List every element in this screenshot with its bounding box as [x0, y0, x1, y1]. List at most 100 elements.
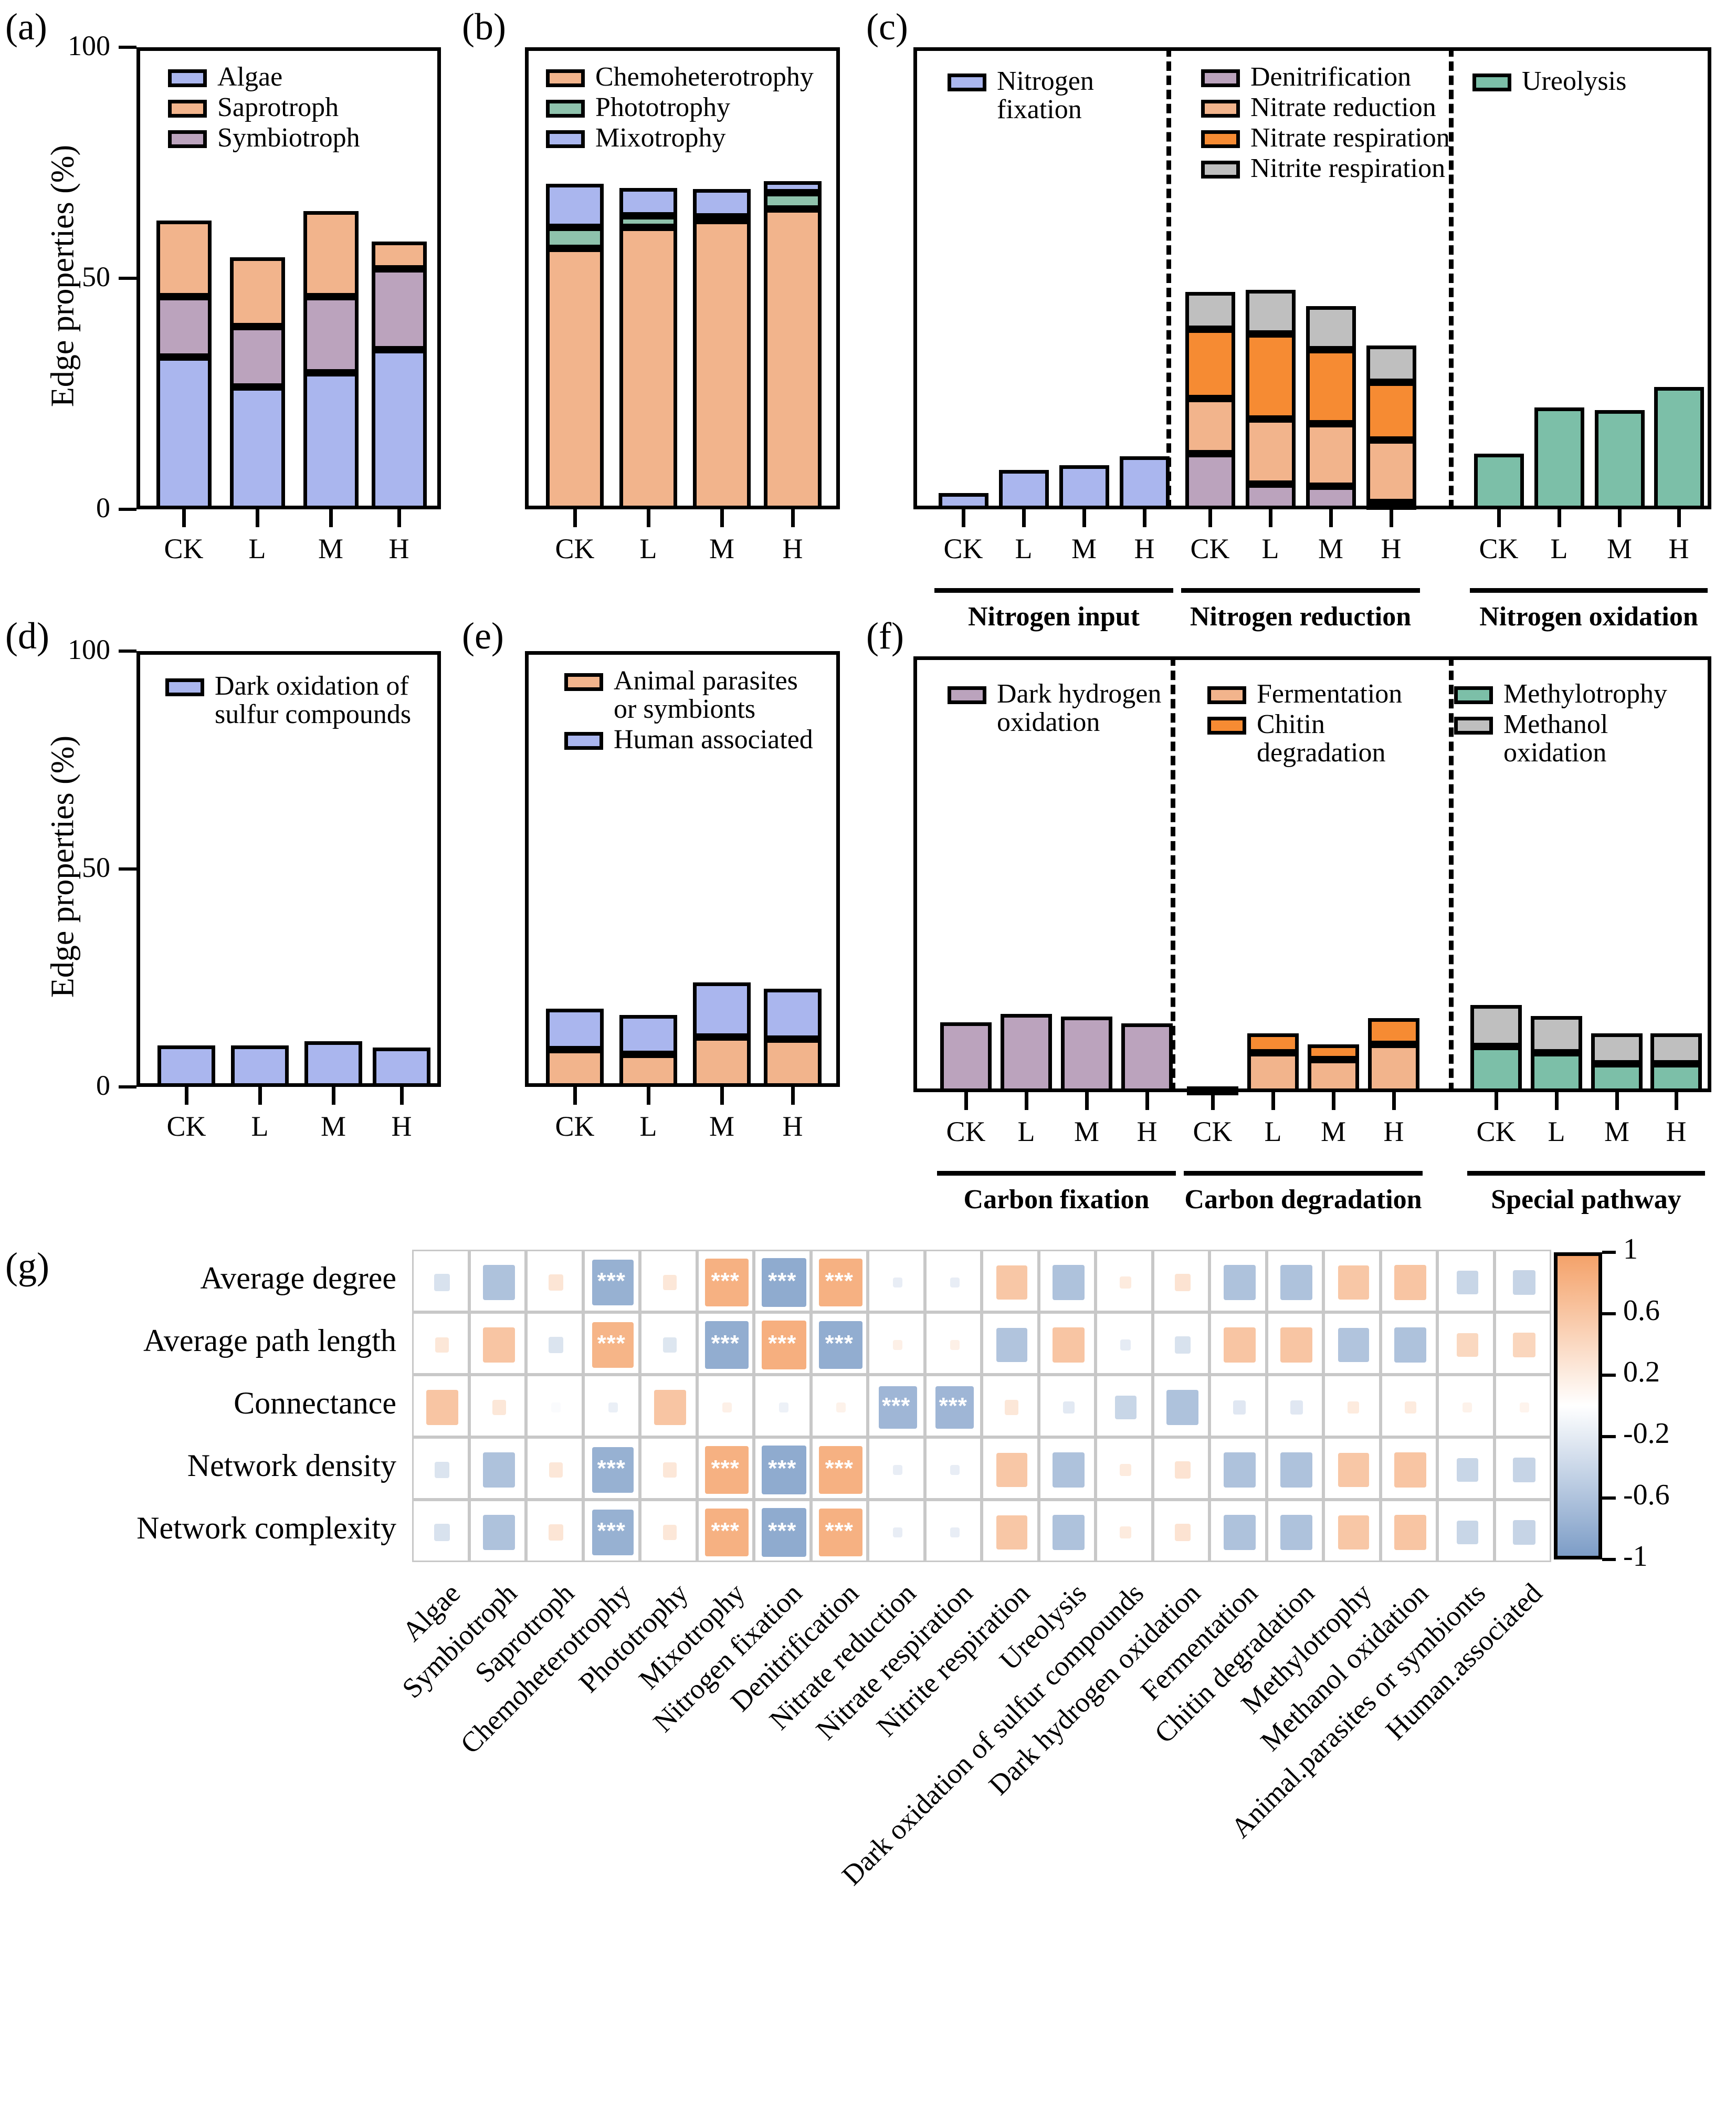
legend-label-a-1: Saprotroph — [217, 92, 339, 123]
heatmap-cell — [1380, 1312, 1437, 1375]
colorbar-label-2: 0.2 — [1623, 1356, 1660, 1388]
heatmap-cell-fill — [1053, 1264, 1085, 1301]
panel-c-g1-seg-1-nitriterespiration — [1245, 290, 1296, 334]
panel-c-g1-seg-3-denitrification — [1366, 502, 1416, 510]
heatmap-significance-marker: *** — [768, 1268, 797, 1294]
legend-swatch-e-0 — [564, 673, 603, 691]
heatmap-cell-fill — [1519, 1402, 1529, 1413]
legend-label-f2-0: Fermentation — [1257, 679, 1403, 709]
legend-swatch-a-0 — [168, 69, 207, 87]
heatmap-cell-fill — [1513, 1520, 1536, 1545]
heatmap-cell — [469, 1375, 526, 1437]
heatmap-cell-fill — [996, 1327, 1027, 1363]
panel-e-seg-1-humanassociated — [619, 1015, 677, 1054]
panel-c-grouplabel-0: Nitrogen input — [968, 602, 1140, 632]
panel-a-xlabel-1: L — [248, 533, 266, 564]
panel-f-g2-xtick-1 — [1555, 1092, 1559, 1110]
heatmap-cell-fill — [1290, 1400, 1303, 1415]
heatmap-row-label-1: Average path length — [143, 1323, 396, 1358]
panel-f-divider-0 — [1171, 656, 1175, 1092]
colorbar-tick-1 — [1602, 1312, 1616, 1315]
panel-f-g1-xlabel-3: H — [1383, 1116, 1404, 1147]
heatmap-cell-fill — [1166, 1389, 1199, 1426]
panel-e-xlabel-1: L — [639, 1111, 657, 1142]
legend-label-b-1: Phototrophy — [595, 92, 731, 123]
heatmap-cell-fill — [592, 1322, 634, 1368]
panel-f-g2-seg-2-methylotrophy — [1591, 1064, 1643, 1092]
panel-label-e: (e) — [462, 615, 504, 657]
heatmap-cell — [1152, 1250, 1209, 1312]
panel-d-seg-3-darkoxidationofsulfurcompounds — [373, 1048, 430, 1087]
legend-b: Chemoheterotrophy Phototrophy Mixotrophy — [546, 62, 814, 154]
heatmap-cell-fill — [549, 1462, 563, 1478]
panel-c-g2-seg-3-ureolysis — [1654, 386, 1704, 509]
heatmap-cell-fill — [1174, 1336, 1191, 1354]
legend-label-c3-0: Ureolysis — [1522, 66, 1627, 96]
panel-c-g1-seg-2-nitratereduction — [1306, 424, 1356, 486]
legend-f3: Methylotrophy Methanol oxidation — [1454, 679, 1667, 769]
heatmap-cell-fill — [1223, 1514, 1256, 1551]
panel-c-grouplabel-2: Nitrogen oxidation — [1479, 602, 1698, 632]
heatmap-cell — [1494, 1437, 1551, 1500]
heatmap-cell — [526, 1250, 583, 1312]
panel-c-g2-seg-1-ureolysis — [1534, 407, 1584, 509]
panel-a-seg-2-saprotroph — [303, 211, 359, 297]
heatmap-cell-fill — [1338, 1515, 1369, 1550]
panel-f-g0-xlabel-0: CK — [946, 1116, 986, 1147]
ytick-label-50: 50 — [82, 852, 110, 883]
panel-f-g1-xlabel-0: CK — [1193, 1116, 1233, 1147]
legend-item-b-0: Chemoheterotrophy — [546, 62, 814, 91]
heatmap-cell — [469, 1437, 526, 1500]
panel-a-xtick-3 — [397, 509, 401, 527]
colorbar-label-5: -1 — [1623, 1540, 1648, 1573]
heatmap-cell — [469, 1312, 526, 1375]
heatmap-cell: *** — [811, 1250, 868, 1312]
heatmap-cell — [469, 1500, 526, 1562]
panel-f-g1-xtick-3 — [1392, 1092, 1396, 1110]
heatmap-cell-fill — [551, 1402, 561, 1413]
heatmap-cell-fill — [426, 1389, 458, 1426]
heatmap-cell-fill — [893, 1527, 903, 1538]
panel-f-g1-seg-2-chitindegradation — [1308, 1044, 1359, 1060]
legend-f1: Dark hydrogen oxidation — [948, 679, 1162, 739]
heatmap-cell-fill — [1233, 1400, 1246, 1415]
panel-c-g1-seg-3-nitratereduction — [1366, 440, 1416, 502]
panel-c-g0-xtick-0 — [962, 509, 965, 527]
panel-b-xtick-2 — [720, 509, 724, 527]
panel-a-xtick-0 — [182, 509, 186, 527]
heatmap-cell-fill — [592, 1509, 634, 1556]
heatmap-cell — [526, 1437, 583, 1500]
legend-item-b-2: Mixotrophy — [546, 124, 814, 152]
panel-c-g2-seg-0-ureolysis — [1474, 454, 1524, 509]
heatmap-cell — [412, 1437, 469, 1500]
heatmap-cell-fill — [592, 1447, 634, 1493]
heatmap-cell-fill — [492, 1400, 506, 1415]
heatmap-cell-fill — [705, 1508, 749, 1557]
legend-label-f2-1: Chitin degradation — [1257, 709, 1386, 768]
legend-label-f1-0: Dark hydrogen oxidation — [997, 679, 1162, 738]
legend-label-a-0: Algae — [217, 62, 283, 92]
heatmap-cell-fill — [1338, 1327, 1369, 1363]
panel-f-g0-xtick-0 — [964, 1092, 968, 1110]
heatmap-cell — [924, 1437, 982, 1500]
panel-b-seg-3-phototrophy — [764, 193, 822, 209]
heatmap-significance-marker: *** — [597, 1268, 626, 1294]
heatmap-cell-fill — [935, 1386, 974, 1429]
heatmap-significance-marker: *** — [597, 1330, 626, 1356]
heatmap-cell — [640, 1375, 697, 1437]
panel-b-seg-2-phototrophy — [693, 216, 751, 224]
panel-f-groupline-2 — [1467, 1171, 1705, 1176]
heatmap-cell-fill — [1062, 1401, 1075, 1414]
heatmap-cell — [811, 1375, 868, 1437]
panel-c-g2-xtick-1 — [1558, 509, 1561, 527]
heatmap-cell-fill — [1280, 1327, 1313, 1363]
heatmap-cell: *** — [754, 1312, 811, 1375]
panel-f-g0-xtick-2 — [1085, 1092, 1089, 1110]
heatmap-cell-fill — [893, 1464, 903, 1475]
panel-a-xtick-1 — [256, 509, 259, 527]
heatmap-cell — [982, 1500, 1039, 1562]
panel-label-g: (g) — [5, 1245, 49, 1287]
heatmap-significance-marker: *** — [597, 1455, 626, 1481]
heatmap-cell-fill — [592, 1259, 634, 1306]
